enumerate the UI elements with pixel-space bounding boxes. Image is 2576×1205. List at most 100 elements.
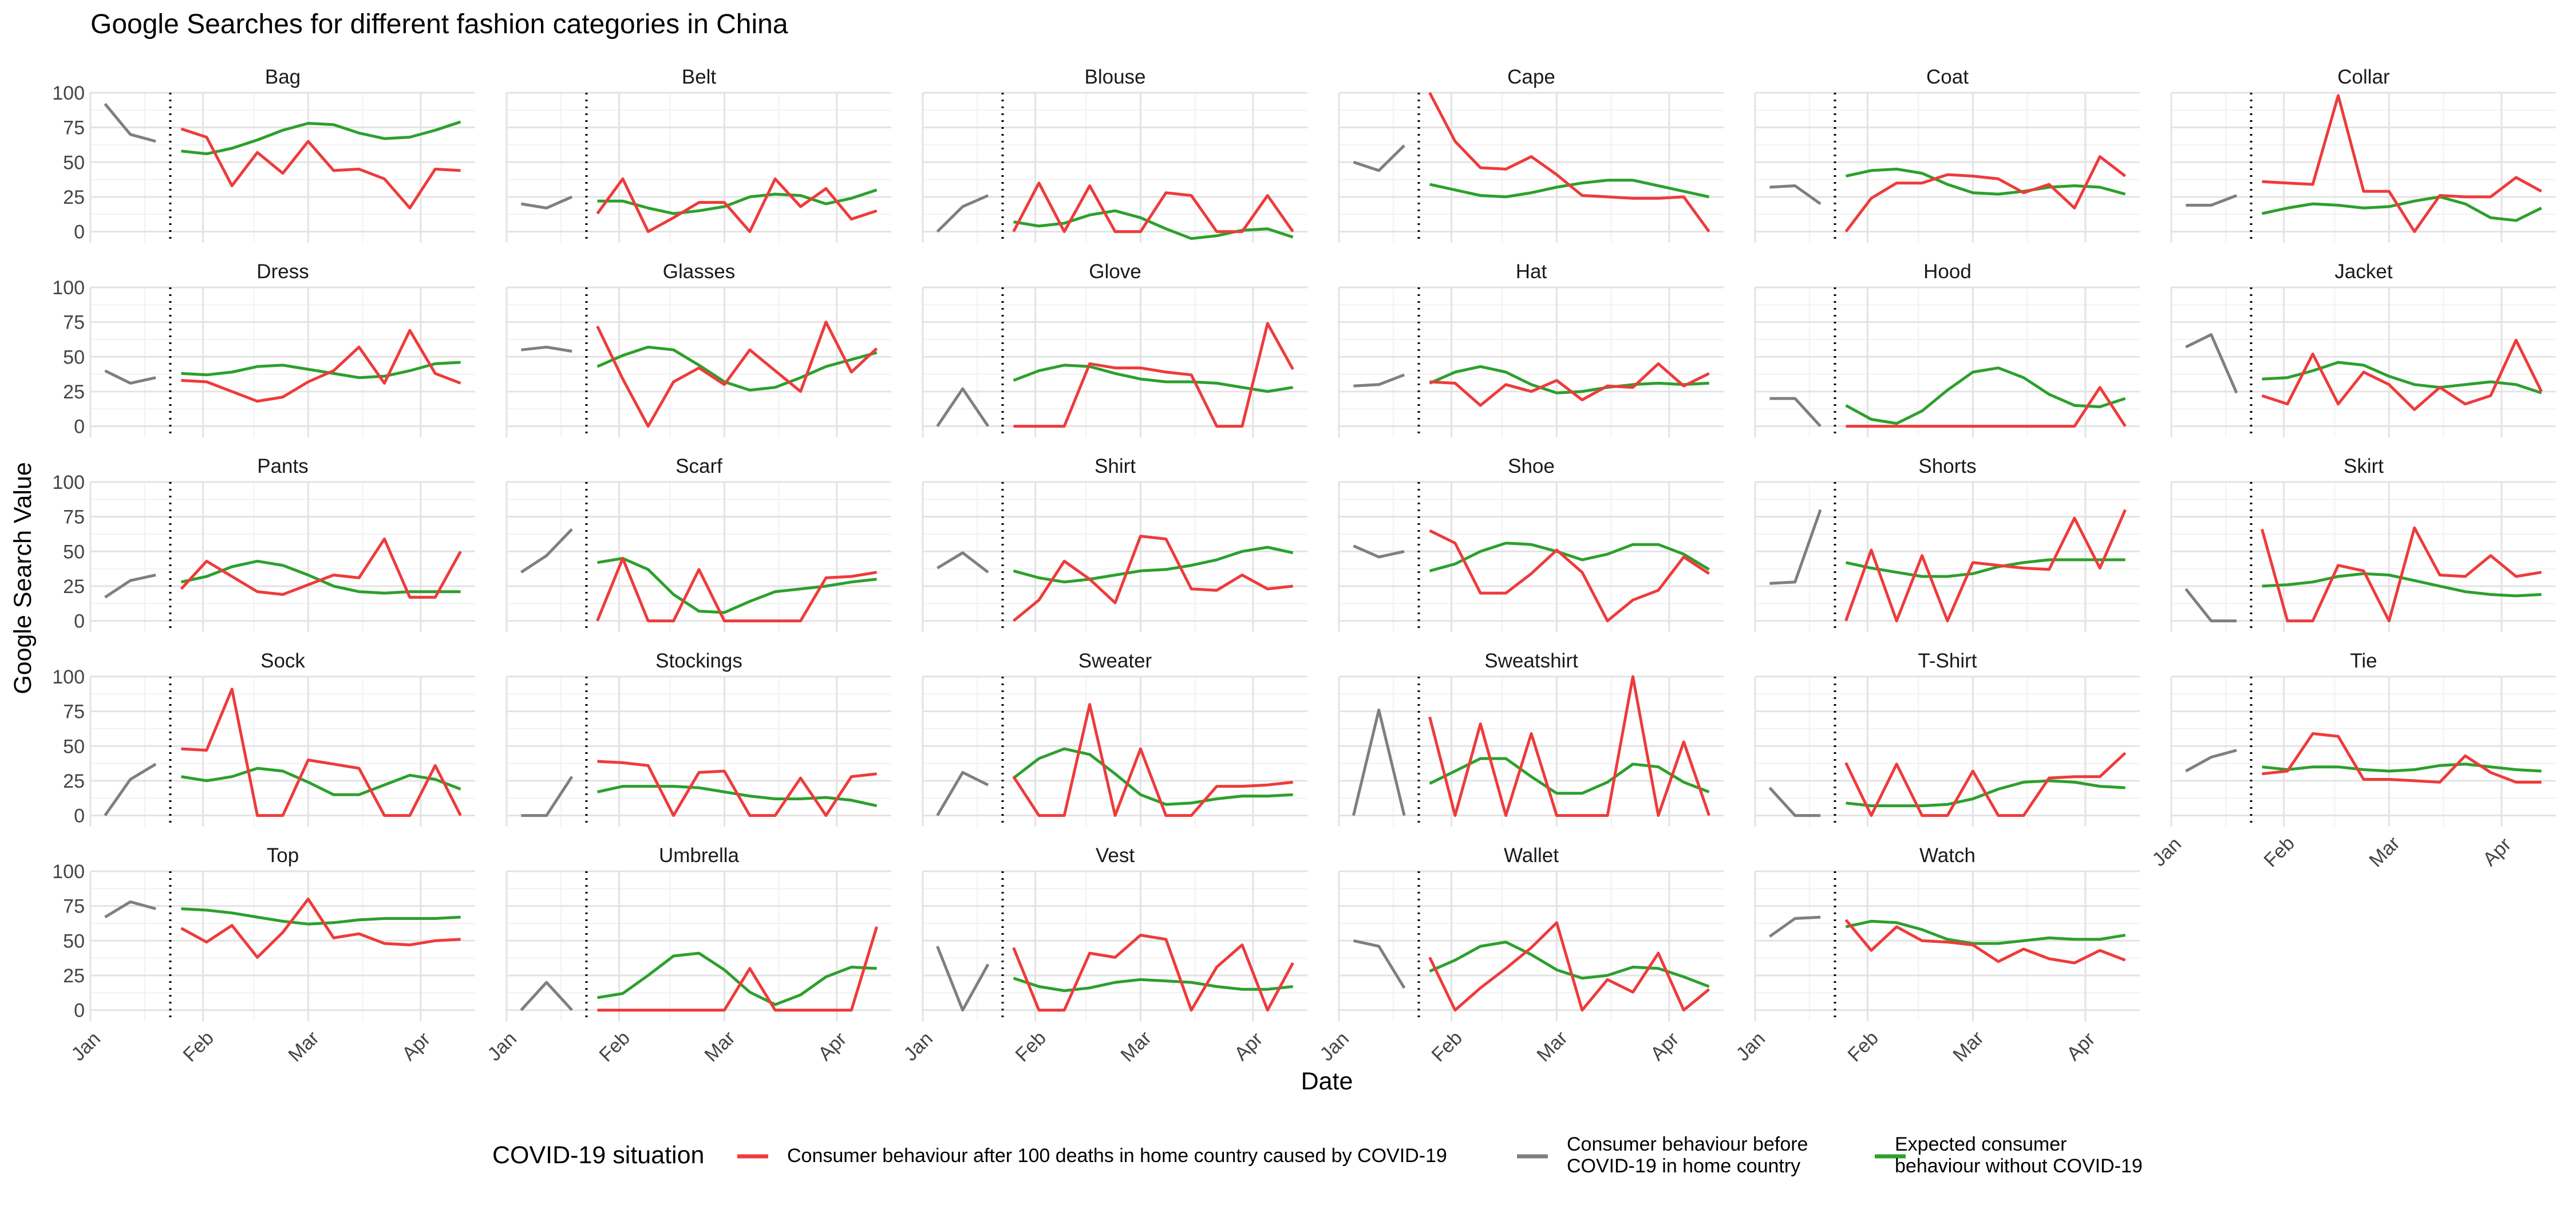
x-tick-label: Mar (284, 1027, 323, 1066)
facet-label: Pants (257, 455, 309, 477)
legend-label-after: Consumer behaviour after 100 deaths in h… (787, 1145, 1447, 1167)
y-tick-label: 25 (63, 381, 85, 403)
facet-panel: Tie Jan Feb Mar Apr (2148, 650, 2556, 871)
facet-panel: Sock 0 25 50 75 100 (52, 650, 475, 827)
x-tick-label: Mar (1532, 1027, 1571, 1066)
facet-panel: Skirt (2170, 455, 2556, 632)
x-tick-label: Mar (1116, 1027, 1155, 1066)
series-after-line (1844, 919, 2126, 965)
facet-panel: Dress 0 25 50 75 100 (52, 260, 475, 438)
series-expected-line (181, 361, 461, 380)
facet-label: Bag (265, 66, 301, 88)
series-before-line (1353, 373, 1405, 388)
y-tick-label: 75 (63, 312, 85, 334)
series-before-line (1353, 544, 1405, 559)
series-before-line (2185, 749, 2237, 773)
series-after-line (1844, 155, 2127, 233)
y-tick-label: 100 (52, 82, 85, 104)
series-after-line (181, 329, 461, 403)
x-tick-label: Jan (483, 1028, 521, 1065)
x-axis-title: Date (1301, 1068, 1353, 1095)
panels-layer: Bag 0 25 50 75 100 Belt Blouse Cape Coat Collar Dre… (52, 66, 2556, 1066)
facet-panel: Bag 0 25 50 75 100 (52, 66, 475, 243)
series-expected-line (1845, 167, 2126, 196)
series-expected-line (1845, 558, 2125, 578)
y-tick-label: 100 (52, 277, 85, 299)
facet-label: Shirt (1095, 455, 1136, 477)
y-tick-label: 50 (63, 152, 85, 173)
facet-label: Coat (1926, 66, 1969, 88)
x-tick-label: Feb (2260, 832, 2299, 871)
x-tick-label: Apr (2063, 1028, 2099, 1065)
series-after-line (2261, 338, 2543, 411)
series-expected-line (2262, 762, 2542, 773)
facet-panel: Stockings (505, 650, 891, 827)
y-tick-label: 100 (52, 861, 85, 883)
x-tick-label: Apr (814, 1028, 851, 1065)
facet-label: Shoe (1508, 455, 1555, 477)
facet-panel: Jacket (2170, 260, 2556, 437)
facet-panel: Pants 0 25 50 75 100 (52, 455, 475, 633)
facet-panel: Watch Jan Feb Mar Apr (1732, 844, 2140, 1066)
series-before-line (104, 762, 157, 817)
series-before-line (104, 574, 156, 599)
series-before-line (1769, 397, 1822, 428)
series-expected-line (1845, 919, 2126, 945)
series-expected-line (180, 559, 461, 595)
series-expected-line (1013, 546, 1294, 584)
facet-label: Belt (682, 66, 717, 88)
series-after-line (1428, 675, 1710, 817)
x-tick-label: Feb (179, 1027, 218, 1066)
series-before-line (104, 102, 156, 143)
series-before-line (104, 900, 156, 919)
series-before-line (1768, 915, 1821, 938)
series-after-line (2262, 94, 2542, 234)
facet-label: Glove (1089, 260, 1141, 283)
y-tick-label: 0 (74, 805, 85, 827)
x-tick-label: Apr (398, 1028, 434, 1065)
x-tick-label: Jan (1732, 1028, 1769, 1065)
facet-label: Top (267, 844, 299, 867)
y-tick-label: 50 (63, 736, 85, 757)
series-after-line (597, 926, 878, 1012)
legend-label-before: Consumer behaviour before COVID-19 in hom… (1567, 1133, 1808, 1177)
y-tick-label: 50 (63, 930, 85, 952)
y-tick-label: 0 (74, 222, 85, 243)
y-tick-label: 25 (63, 965, 85, 987)
facet-panel: Sweater (922, 650, 1307, 827)
facet-panel: Scarf (505, 455, 891, 632)
facet-label: Skirt (2344, 455, 2384, 477)
facet-panel: Coat (1754, 66, 2140, 243)
series-after-line (597, 760, 877, 817)
series-after-line (181, 688, 462, 817)
legend-title: COVID-19 situation (492, 1141, 704, 1169)
facet-panel: Shirt (922, 455, 1307, 632)
facet-label: Blouse (1084, 66, 1145, 88)
series-after-line (2262, 732, 2542, 784)
series-expected-line (1845, 366, 2126, 425)
facet-panel: Shorts (1754, 455, 2140, 632)
series-after-line (1844, 509, 2127, 623)
facet-label: Glasses (663, 260, 735, 283)
x-tick-label: Jan (899, 1028, 937, 1065)
series-before-line (936, 771, 989, 816)
y-tick-label: 50 (63, 346, 85, 368)
series-before-line (521, 345, 572, 353)
facet-label: Umbrella (659, 844, 740, 867)
facet-panel: Belt (505, 66, 891, 243)
facet-panel: Shoe (1338, 455, 1724, 632)
y-tick-label: 75 (63, 896, 85, 918)
facet-label: Hood (1923, 260, 1971, 283)
series-expected-line (1429, 542, 1710, 572)
facet-label: Sock (260, 650, 305, 672)
series-after-line (1428, 92, 1710, 233)
x-tick-label: Jan (1315, 1028, 1353, 1065)
series-expected-line (1013, 364, 1294, 393)
facet-label: Collar (2337, 66, 2390, 88)
y-tick-label: 0 (74, 1000, 85, 1022)
series-expected-line (2261, 195, 2542, 222)
series-before-line (2186, 194, 2237, 207)
x-tick-label: Apr (1230, 1028, 1267, 1065)
